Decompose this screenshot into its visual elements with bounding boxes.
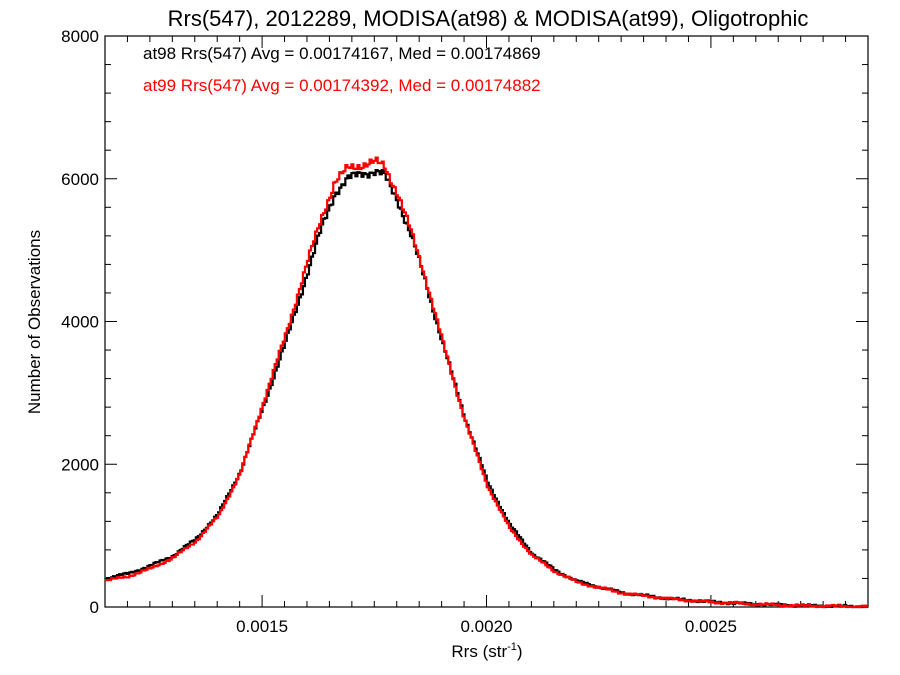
legend-entry-at98: at98 Rrs(547) Avg = 0.00174167, Med = 0.… (143, 44, 541, 63)
series-layer (105, 156, 868, 609)
y-tick-label: 6000 (61, 170, 99, 189)
x-tick-label: 0.0025 (685, 617, 737, 636)
x-tick-label: 0.0020 (461, 617, 513, 636)
x-axis-label-superscript: -1 (507, 641, 517, 653)
y-tick-label: 0 (90, 598, 99, 617)
legend-entry-at99: at99 Rrs(547) Avg = 0.00174392, Med = 0.… (143, 76, 541, 95)
y-tick-label: 8000 (61, 27, 99, 46)
x-axis-label-main: Rrs (str (451, 642, 507, 661)
x-axis: 0.0015 0.0020 0.0025 (126, 36, 847, 636)
plot-border (104, 35, 869, 608)
x-axis-label: Rrs (str-1) (451, 641, 522, 661)
x-tick-label: 0.0015 (236, 617, 288, 636)
series-at99-line (105, 156, 868, 609)
series-at98-line (105, 168, 868, 609)
x-axis-label-close: ) (517, 642, 523, 661)
y-axis-label: Number of Observations (25, 230, 44, 414)
y-axis: 0 2000 4000 6000 8000 (61, 27, 868, 617)
plot-frame (104, 35, 869, 608)
chart-title: Rrs(547), 2012289, MODISA(at98) & MODISA… (168, 6, 809, 31)
y-tick-label: 2000 (61, 455, 99, 474)
y-tick-label: 4000 (61, 313, 99, 332)
